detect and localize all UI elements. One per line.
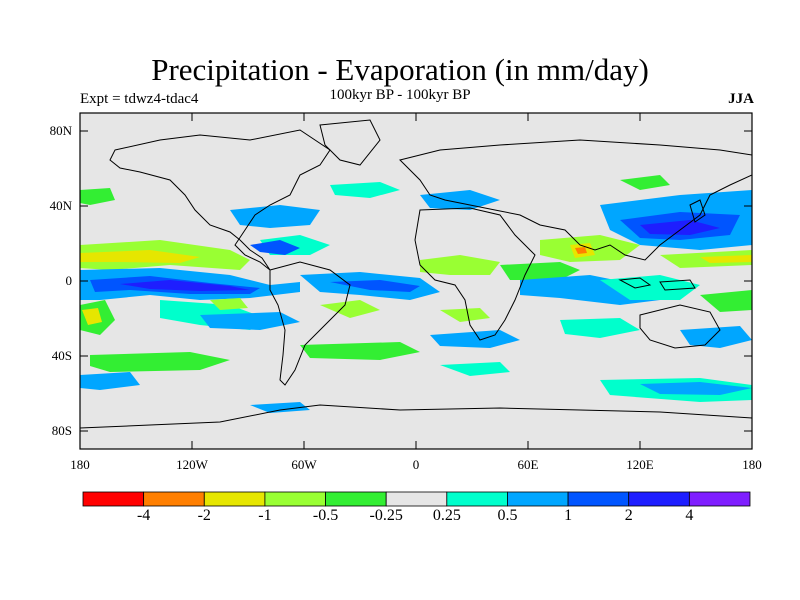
subtitle: 100kyr BP - 100kyr BP xyxy=(329,87,471,103)
contour-region xyxy=(120,280,250,291)
contour-region xyxy=(420,255,500,275)
colorbar xyxy=(82,491,751,507)
chart-title: Precipitation - Evaporation (in mm/day) xyxy=(151,52,649,87)
colorbar-label: -0.5 xyxy=(312,507,339,524)
colorbar-label: 0.25 xyxy=(432,507,461,524)
contour-region xyxy=(210,298,248,310)
colorbar-label: 1 xyxy=(564,507,573,524)
colorbar-label: -4 xyxy=(136,507,151,524)
coastline-antarctica xyxy=(80,404,752,429)
contour-region xyxy=(500,262,580,280)
coastline-layer xyxy=(80,119,752,429)
contour-region xyxy=(700,255,752,263)
lat-label: 40N xyxy=(49,198,72,213)
colorbar-label: -2 xyxy=(197,507,211,524)
colorbar-swatch xyxy=(82,491,145,507)
coastline-indonesia xyxy=(659,279,696,291)
lon-label: 120E xyxy=(626,457,654,472)
colorbar-swatch xyxy=(264,491,326,507)
colorbar-swatch xyxy=(325,491,387,507)
colorbar-swatch xyxy=(385,491,448,507)
coastline-greenland xyxy=(319,119,381,166)
contour-region xyxy=(440,362,510,376)
lon-label: 180 xyxy=(70,457,90,472)
experiment-label: Expt = tdwz4-tdac4 xyxy=(80,91,199,107)
contour-region xyxy=(230,205,320,228)
contour-region xyxy=(330,280,420,292)
lon-label: 0 xyxy=(412,457,420,472)
colorbar-swatch xyxy=(567,491,630,507)
coastline-eurasia xyxy=(399,139,752,261)
contour-region xyxy=(320,300,380,318)
colorbar-swatch xyxy=(688,491,751,507)
colorbar-label: 0.5 xyxy=(497,507,518,524)
contour-region xyxy=(440,308,490,322)
contour-region xyxy=(700,290,752,312)
contour-region xyxy=(680,326,752,348)
colorbar-label: -0.25 xyxy=(369,507,403,524)
lon-label: 60W xyxy=(291,457,317,472)
colorbar-swatch xyxy=(143,491,205,507)
lon-label: 180 xyxy=(742,457,762,472)
lon-label: 60E xyxy=(517,457,539,472)
coastline-south-america xyxy=(269,261,351,386)
lon-label: 120W xyxy=(176,457,208,472)
contour-region xyxy=(560,318,640,338)
colorbar-swatch xyxy=(507,491,569,507)
contour-region xyxy=(300,342,420,360)
contour-region xyxy=(430,330,520,348)
coastline-north-america xyxy=(109,129,331,271)
contour-region xyxy=(200,312,300,330)
colorbar-label: 4 xyxy=(685,507,694,524)
contour-region xyxy=(90,352,230,372)
contour-region xyxy=(620,175,670,190)
colorbar-label: -1 xyxy=(258,507,272,524)
coastline-indonesia xyxy=(618,277,652,289)
lat-label: 40S xyxy=(51,348,72,363)
coastline-australia xyxy=(639,304,721,349)
colorbar-label: 2 xyxy=(624,507,633,524)
contour-region xyxy=(640,382,752,395)
contour-region xyxy=(80,250,200,263)
contour-region xyxy=(330,182,400,198)
lat-label: 0 xyxy=(65,273,73,288)
contour-region xyxy=(250,240,300,255)
colorbar-swatch xyxy=(446,491,508,507)
contour-region xyxy=(250,402,310,413)
lat-label: 80N xyxy=(49,123,72,138)
contour-region xyxy=(575,247,587,254)
contour-region xyxy=(640,220,720,235)
contour-region xyxy=(80,372,140,390)
season-label: JJA xyxy=(728,91,754,107)
contour-region xyxy=(420,190,500,210)
coastline-japan xyxy=(689,199,706,223)
contour-region xyxy=(80,188,115,205)
colorbar-swatch xyxy=(628,491,690,507)
tick-marks xyxy=(79,113,753,449)
lat-label: 80S xyxy=(51,423,72,438)
coastline-africa xyxy=(414,207,536,341)
colorbar-swatch xyxy=(203,491,266,507)
contour-region xyxy=(82,308,102,325)
